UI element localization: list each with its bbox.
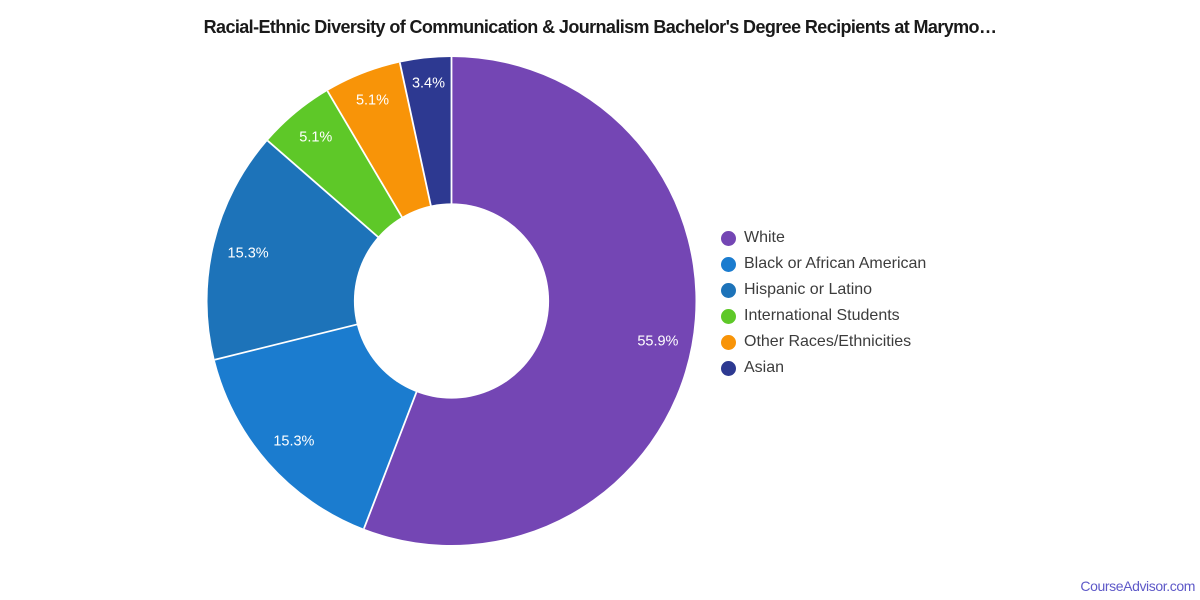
svg-text:5.1%: 5.1% bbox=[299, 129, 332, 145]
svg-text:15.3%: 15.3% bbox=[228, 245, 269, 261]
svg-text:15.3%: 15.3% bbox=[273, 434, 314, 450]
svg-text:3.4%: 3.4% bbox=[412, 76, 445, 92]
svg-text:55.9%: 55.9% bbox=[637, 334, 678, 350]
svg-text:5.1%: 5.1% bbox=[356, 92, 389, 108]
